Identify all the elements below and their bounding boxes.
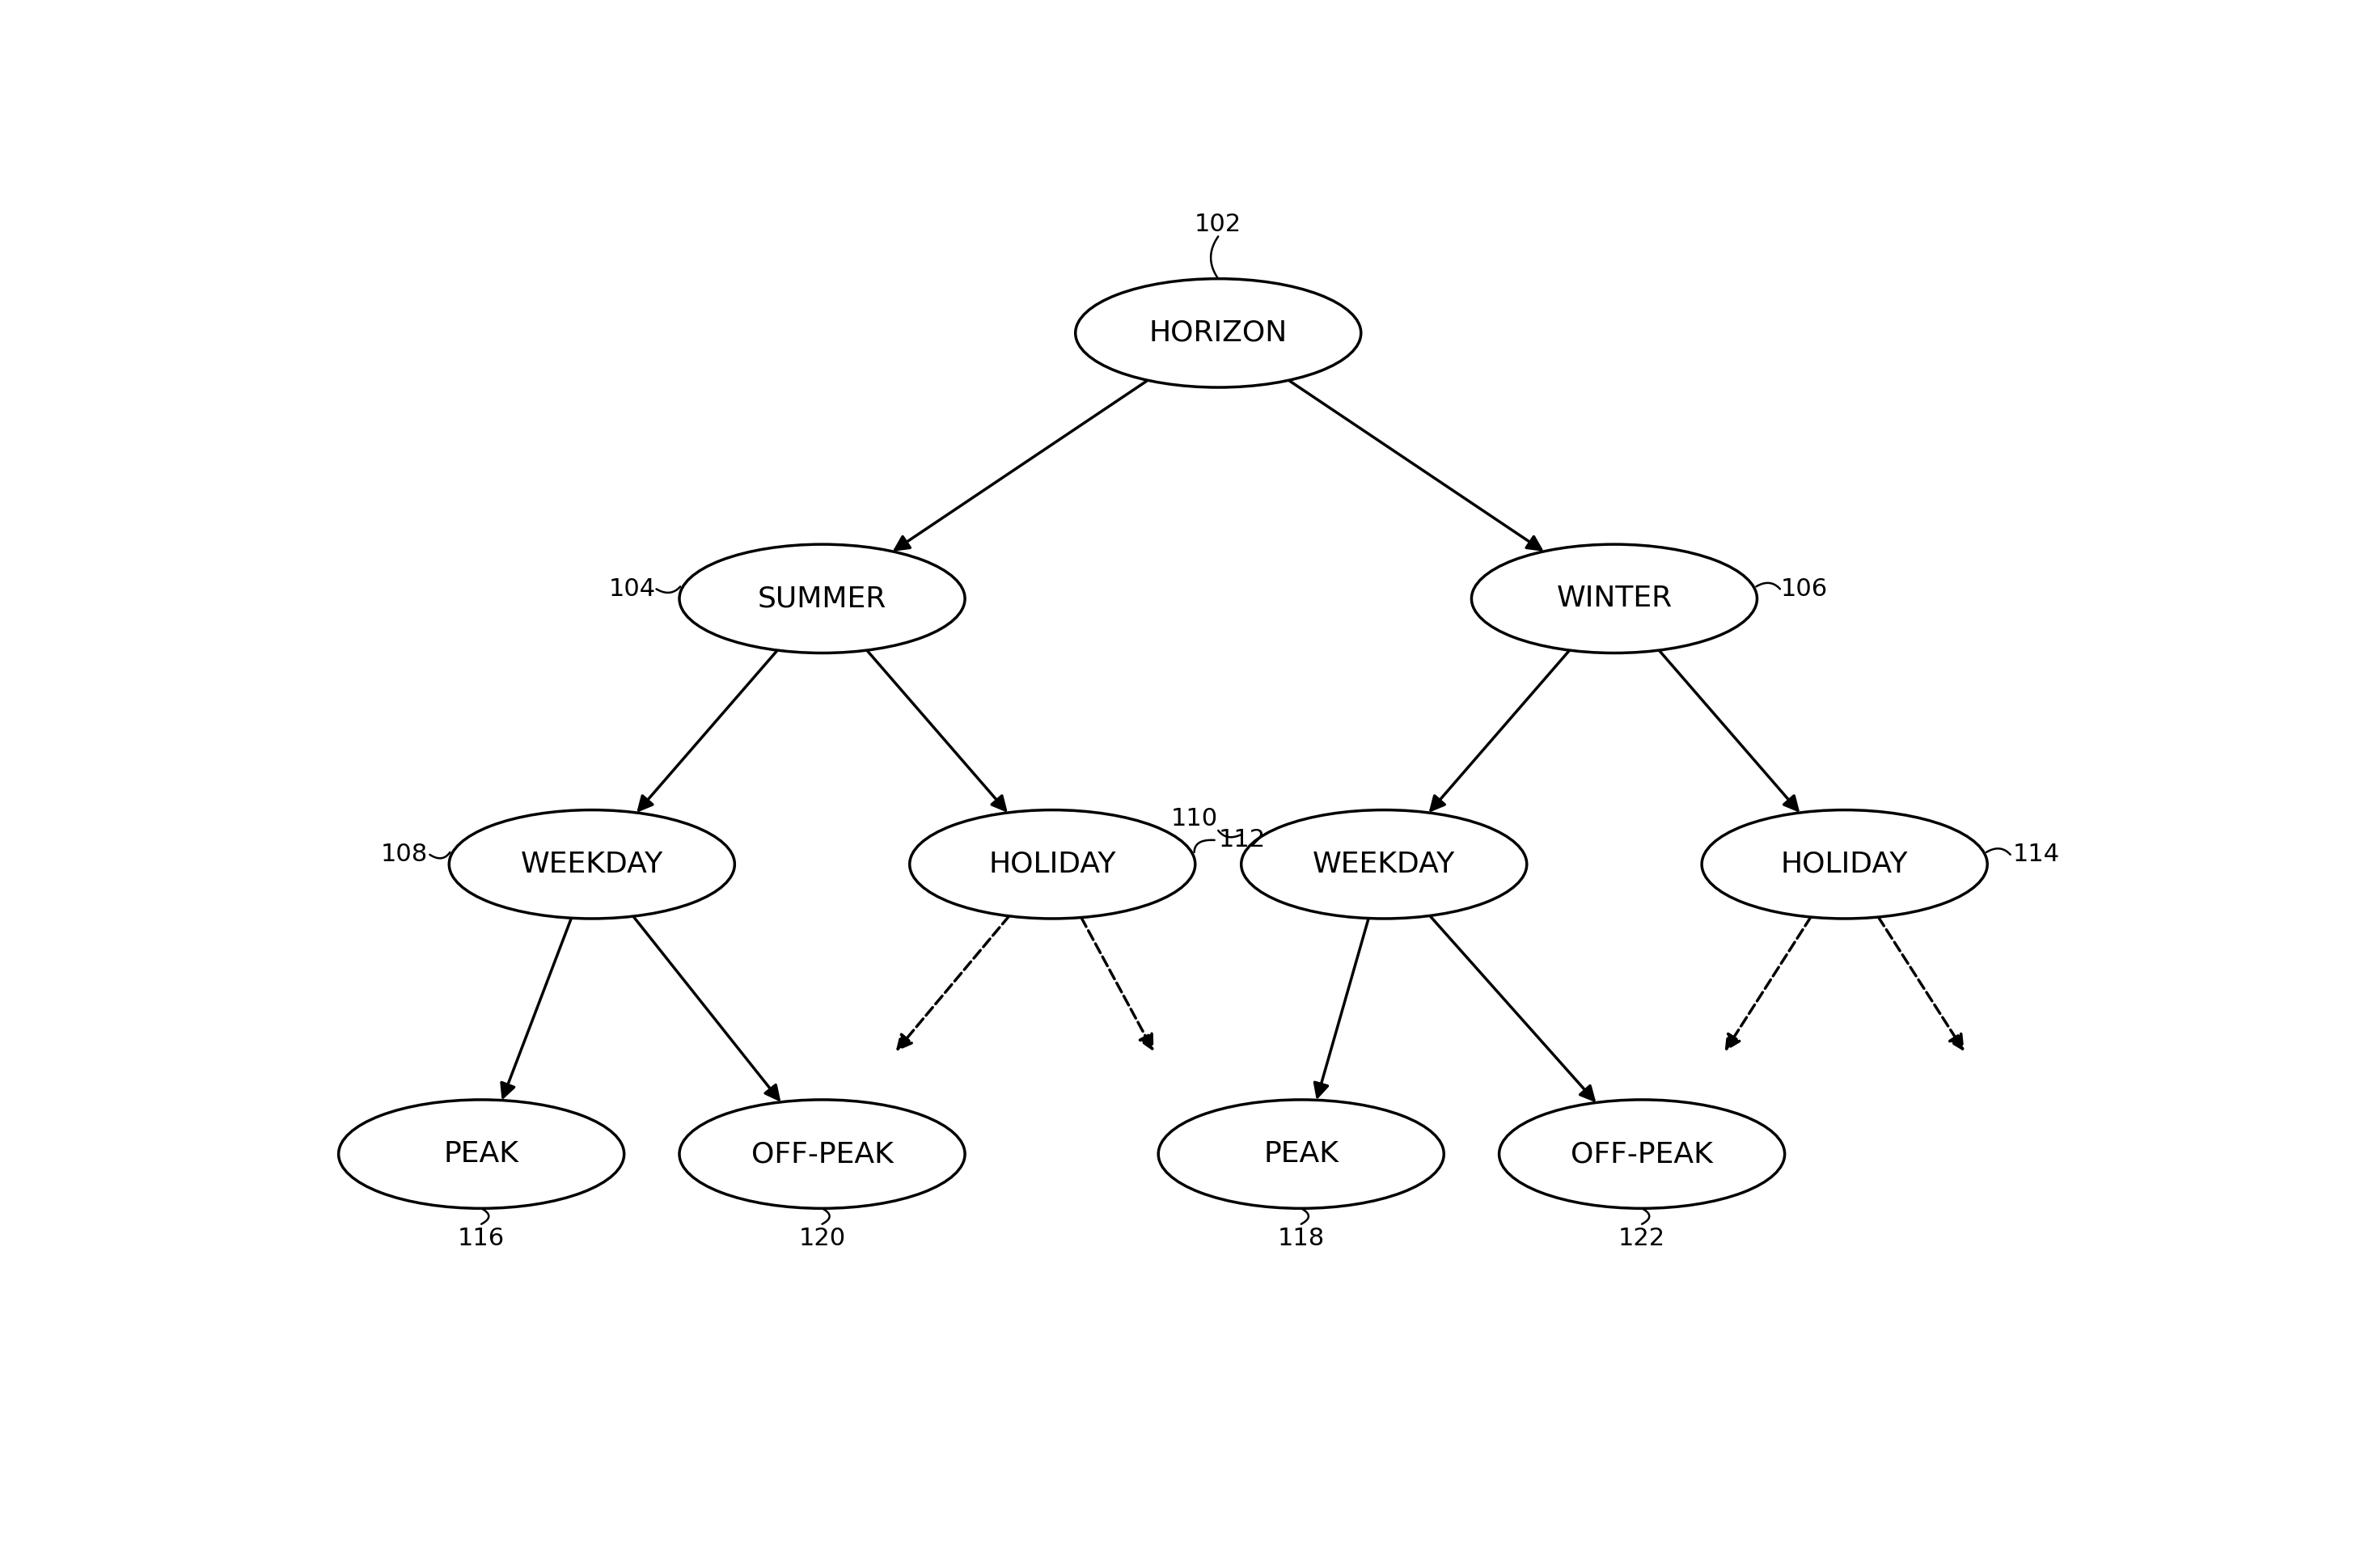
- Text: 118: 118: [1276, 1226, 1324, 1250]
- Ellipse shape: [1158, 1099, 1443, 1209]
- Text: 122: 122: [1619, 1226, 1666, 1250]
- Text: 116: 116: [459, 1226, 504, 1250]
- Text: 104: 104: [609, 577, 656, 601]
- Text: PEAK: PEAK: [444, 1140, 518, 1168]
- Ellipse shape: [1241, 811, 1526, 919]
- Text: 108: 108: [380, 844, 428, 867]
- Ellipse shape: [910, 811, 1196, 919]
- Ellipse shape: [1074, 279, 1362, 387]
- Text: HORIZON: HORIZON: [1148, 320, 1288, 347]
- Ellipse shape: [338, 1099, 625, 1209]
- Text: HOLIDAY: HOLIDAY: [1780, 850, 1909, 878]
- Text: HOLIDAY: HOLIDAY: [989, 850, 1117, 878]
- Text: WEEKDAY: WEEKDAY: [521, 850, 663, 878]
- Text: WINTER: WINTER: [1557, 585, 1671, 613]
- Ellipse shape: [680, 1099, 965, 1209]
- Ellipse shape: [1500, 1099, 1785, 1209]
- Text: OFF-PEAK: OFF-PEAK: [1571, 1140, 1714, 1168]
- Text: SUMMER: SUMMER: [758, 585, 887, 613]
- Text: 106: 106: [1780, 577, 1828, 601]
- Text: 112: 112: [1219, 828, 1265, 851]
- Ellipse shape: [680, 544, 965, 652]
- Ellipse shape: [1702, 811, 1987, 919]
- Text: OFF-PEAK: OFF-PEAK: [751, 1140, 894, 1168]
- Ellipse shape: [1471, 544, 1757, 652]
- Text: 114: 114: [2013, 844, 2058, 867]
- Text: PEAK: PEAK: [1265, 1140, 1338, 1168]
- Text: WEEKDAY: WEEKDAY: [1312, 850, 1455, 878]
- Text: 110: 110: [1172, 806, 1217, 829]
- Ellipse shape: [449, 811, 734, 919]
- Text: 102: 102: [1196, 213, 1241, 237]
- Text: 120: 120: [799, 1226, 846, 1250]
